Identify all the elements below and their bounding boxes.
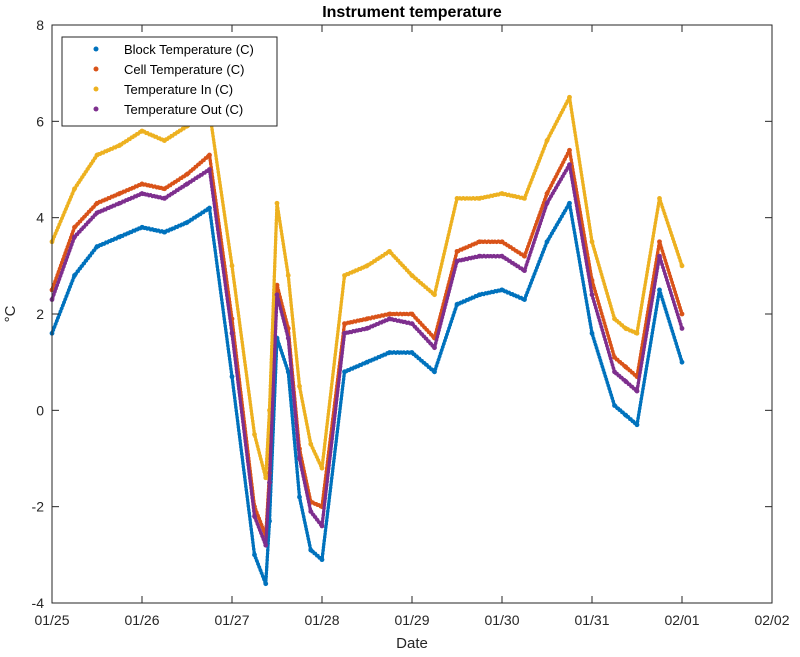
data-point [679, 359, 685, 365]
data-point [679, 311, 685, 317]
series-layer [49, 94, 685, 587]
